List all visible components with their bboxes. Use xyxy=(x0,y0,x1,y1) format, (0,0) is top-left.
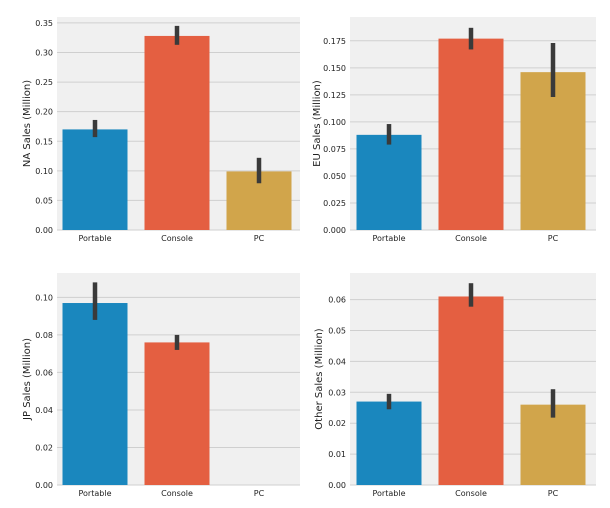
y-tick-label: 0.10 xyxy=(35,293,53,302)
y-tick-label: 0.08 xyxy=(35,331,53,340)
y-axis-label: EU Sales (Million) xyxy=(312,80,323,167)
x-tick-label: Portable xyxy=(79,234,112,243)
bar-portable xyxy=(62,129,128,230)
y-tick-label: 0.000 xyxy=(323,226,346,235)
bar-console xyxy=(438,38,504,231)
y-tick-label: 0.00 xyxy=(35,226,53,235)
bar-console xyxy=(438,296,504,485)
bar-pc xyxy=(520,72,586,230)
bar-portable xyxy=(356,134,422,230)
y-tick-label: 0.30 xyxy=(35,49,53,58)
x-tick-label: Console xyxy=(455,489,487,498)
y-tick-label: 0.05 xyxy=(35,196,53,205)
x-tick-label: Console xyxy=(161,234,193,243)
y-tick-label: 0.125 xyxy=(323,91,346,100)
y-tick-label: 0.04 xyxy=(35,406,53,415)
y-axis-label: NA Sales (Million) xyxy=(22,80,33,167)
y-axis-label: Other Sales (Million) xyxy=(314,328,325,429)
y-tick-label: 0.15 xyxy=(35,137,53,146)
y-tick-label: 0.02 xyxy=(328,419,346,428)
na-sales-chart: 0.00 0.05 0.10 0.15 0.20 0.25 0.30 0.35 Portable… xyxy=(22,17,300,243)
y-tick-label: 0.06 xyxy=(35,368,53,377)
y-tick-label: 0.04 xyxy=(328,357,346,366)
bar-pc xyxy=(520,404,586,485)
bar-portable xyxy=(356,401,422,485)
x-tick-label: Portable xyxy=(79,489,112,498)
x-tick-label: PC xyxy=(548,489,559,498)
y-tick-label: 0.35 xyxy=(35,19,53,28)
y-tick-label: 0.075 xyxy=(323,145,346,154)
y-tick-label: 0.03 xyxy=(328,388,346,397)
y-tick-label: 0.20 xyxy=(35,108,53,117)
x-tick-label: Portable xyxy=(373,489,406,498)
x-tick-label: PC xyxy=(254,489,265,498)
y-tick-label: 0.00 xyxy=(35,481,53,490)
y-tick-label: 0.06 xyxy=(328,296,346,305)
y-axis-label: JP Sales (Million) xyxy=(22,338,33,421)
y-tick-label: 0.01 xyxy=(328,450,346,459)
y-tick-label: 0.00 xyxy=(328,481,346,490)
x-tick-label: Console xyxy=(455,234,487,243)
y-tick-label: 0.05 xyxy=(328,326,346,335)
y-tick-label: 0.25 xyxy=(35,78,53,87)
bar-console xyxy=(144,35,210,230)
bar-console xyxy=(144,342,210,485)
other-sales-chart: 0.00 0.01 0.02 0.03 0.04 0.05 0.06 Portable Cons… xyxy=(314,273,596,498)
y-tick-label: 0.150 xyxy=(323,64,346,73)
eu-sales-chart: 0.000 0.025 0.050 0.075 0.100 0.125 0.150 0.175… xyxy=(312,17,596,243)
bar-portable xyxy=(62,303,128,485)
x-tick-label: Console xyxy=(161,489,193,498)
y-tick-label: 0.02 xyxy=(35,443,53,452)
y-tick-label: 0.10 xyxy=(35,167,53,176)
y-tick-label: 0.025 xyxy=(323,199,346,208)
x-tick-label: Portable xyxy=(373,234,406,243)
jp-sales-chart: 0.00 0.02 0.04 0.06 0.08 0.10 Portable Console P… xyxy=(22,273,300,498)
x-tick-label: PC xyxy=(254,234,265,243)
y-tick-label: 0.100 xyxy=(323,118,346,127)
y-tick-label: 0.175 xyxy=(323,37,346,46)
y-tick-label: 0.050 xyxy=(323,172,346,181)
x-tick-label: PC xyxy=(548,234,559,243)
